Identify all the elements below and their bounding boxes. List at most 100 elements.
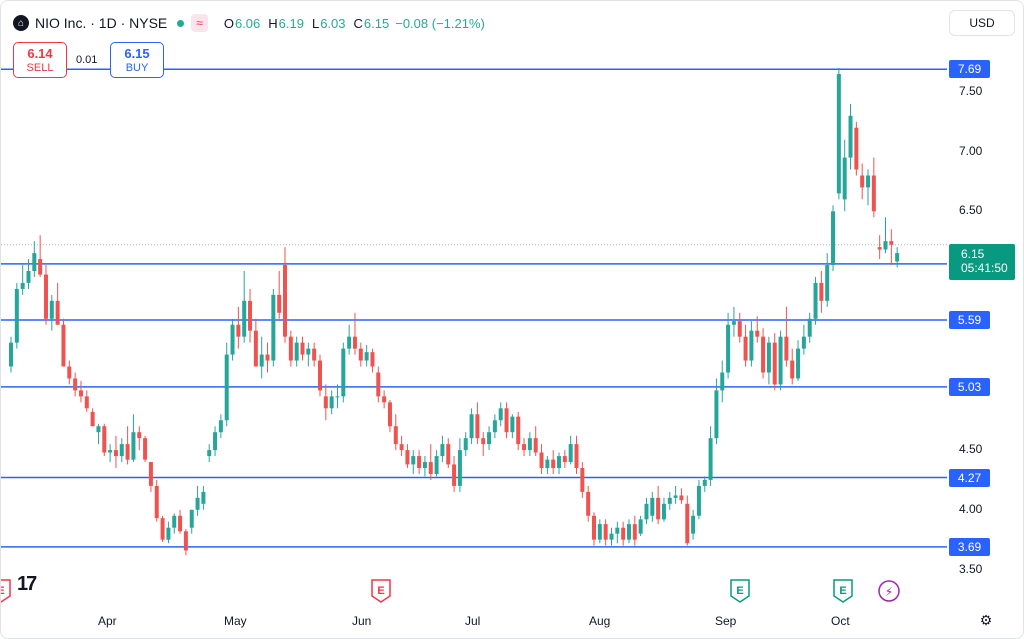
candle	[405, 444, 410, 469]
candle-body	[539, 452, 544, 469]
candle-body	[20, 282, 25, 289]
candle	[487, 426, 492, 451]
candle-body	[411, 456, 416, 465]
sell-button[interactable]: 6.14 SELL	[13, 42, 67, 78]
candle-body	[667, 497, 672, 504]
candle	[492, 414, 497, 439]
candle-body	[807, 318, 812, 337]
candle-body	[504, 408, 509, 433]
price-tick-label: 3.50	[959, 561, 983, 576]
symbol-title[interactable]: NIO Inc. · 1D · NYSE	[35, 15, 168, 31]
settings-icon[interactable]: ⚙	[979, 612, 993, 628]
candle	[842, 139, 847, 212]
earnings-event-icon[interactable]: E	[832, 578, 854, 604]
candle	[516, 411, 521, 451]
candle	[20, 265, 25, 295]
candle	[819, 271, 824, 313]
candle-body	[737, 321, 742, 337]
candle	[399, 435, 404, 457]
candle-body	[405, 450, 410, 465]
candle	[691, 509, 696, 540]
level-price-tag[interactable]: 7.69	[949, 60, 990, 79]
candle	[452, 456, 457, 492]
candle	[848, 103, 853, 170]
earnings-event-icon[interactable]: E	[729, 578, 751, 604]
candle-body	[259, 354, 264, 367]
candle-body	[131, 432, 136, 460]
high-value: 6.19	[278, 15, 304, 31]
time-tick-label: Apr	[98, 614, 117, 628]
candle	[889, 229, 894, 266]
candle-body	[883, 241, 888, 250]
candle	[189, 509, 194, 534]
candle	[574, 435, 579, 474]
earnings-event-icon[interactable]: E	[1, 578, 12, 604]
candle	[218, 414, 223, 439]
candle-body	[317, 360, 322, 391]
candle	[726, 312, 731, 379]
candle	[469, 408, 474, 445]
candle-body	[796, 348, 801, 379]
candle	[539, 444, 544, 474]
candle	[457, 438, 462, 492]
candle	[183, 528, 188, 556]
candle	[784, 306, 789, 367]
candle	[679, 488, 684, 504]
candle-body	[801, 336, 806, 349]
candle-body	[207, 450, 212, 457]
candle-body	[609, 533, 614, 540]
candle	[32, 241, 37, 277]
dividend-event-icon[interactable]: ⚡	[878, 578, 900, 604]
candle	[714, 378, 719, 445]
candle-body	[691, 515, 696, 534]
candle-body	[720, 372, 725, 391]
market-status-icon[interactable]	[177, 19, 185, 27]
candle	[475, 402, 480, 445]
candle-body	[772, 342, 777, 385]
candle-body	[265, 354, 270, 361]
candle-body	[481, 438, 486, 445]
level-price-tag[interactable]: 5.03	[949, 377, 990, 396]
price-tick-label: 4.50	[959, 442, 983, 457]
candle-body	[784, 336, 789, 361]
candle	[335, 384, 340, 409]
candle-body	[457, 450, 462, 486]
candle-body	[73, 378, 78, 391]
candle	[562, 450, 567, 469]
high-label: H	[268, 15, 278, 31]
candle	[370, 348, 375, 373]
candle-body	[638, 519, 643, 534]
candle	[626, 519, 631, 544]
candle	[213, 426, 218, 457]
level-price-tag[interactable]: 5.59	[949, 310, 990, 329]
level-price-tag[interactable]: 4.27	[949, 468, 990, 487]
candle-body	[743, 336, 748, 361]
candle	[854, 121, 859, 176]
level-price-tag[interactable]: 3.69	[949, 537, 990, 556]
candle	[592, 512, 596, 546]
candle	[428, 444, 433, 480]
candle	[609, 527, 614, 546]
currency-selector[interactable]: USD	[949, 10, 1015, 36]
candle	[230, 318, 235, 361]
candle-body	[376, 372, 381, 397]
candle-body	[160, 518, 165, 540]
buy-button[interactable]: 6.15 BUY	[110, 42, 164, 78]
candle-body	[347, 336, 352, 349]
indicator-icon[interactable]: ≈	[191, 14, 208, 32]
candle-body	[148, 462, 153, 486]
candle-body	[55, 300, 60, 325]
candle-body	[819, 282, 824, 301]
candle	[253, 318, 258, 367]
candle-body	[603, 524, 608, 540]
open-value: 6.06	[234, 15, 261, 31]
earnings-event-icon[interactable]: E	[370, 578, 392, 604]
sell-label: SELL	[26, 62, 54, 74]
candle	[557, 452, 562, 474]
candle	[288, 330, 293, 367]
candle-body	[143, 438, 148, 460]
tradingview-logo[interactable]: 17	[17, 573, 37, 595]
svg-text:E: E	[377, 585, 384, 597]
